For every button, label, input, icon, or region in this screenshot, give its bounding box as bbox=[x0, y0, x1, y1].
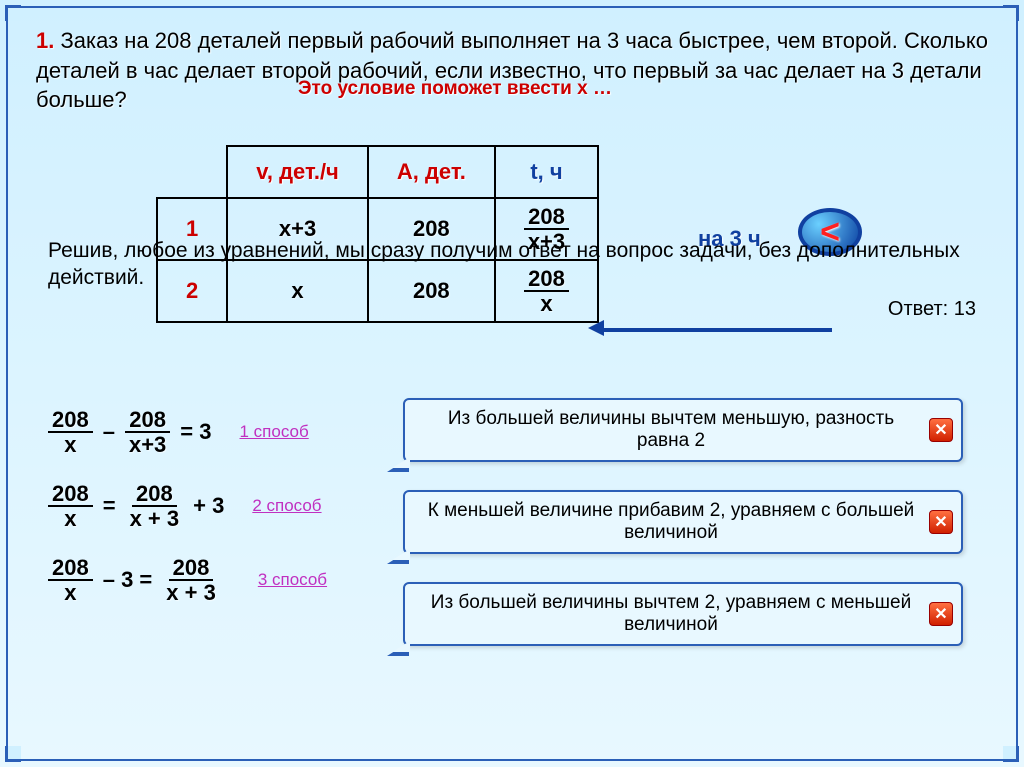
col-t: t, ч bbox=[495, 146, 598, 198]
answer-label: Ответ: 13 bbox=[888, 298, 976, 321]
close-icon[interactable]: ✕ bbox=[929, 602, 953, 626]
method-link[interactable]: 2 способ bbox=[252, 496, 321, 516]
method-link[interactable]: 3 способ bbox=[258, 570, 327, 590]
hint-text: Это условие поможет ввести х … bbox=[298, 78, 612, 100]
data-table: v, дет./ч A, дет. t, ч 1 х+3 208 208х+3 … bbox=[156, 145, 599, 323]
method-link[interactable]: 1 способ bbox=[240, 422, 309, 442]
callout-text: К меньшей величине прибавим 2, уравняем … bbox=[428, 500, 915, 543]
slide-frame: 1. Заказ на 208 деталей первый рабочий в… bbox=[6, 6, 1018, 761]
col-a: A, дет. bbox=[368, 146, 495, 198]
equation-row: 208х – 208х+3 = 3 1 способ bbox=[48, 408, 327, 456]
close-icon[interactable]: ✕ bbox=[929, 510, 953, 534]
arrow-head-icon bbox=[588, 320, 604, 336]
equations-block: 208х – 208х+3 = 3 1 способ 208х = 208х +… bbox=[48, 408, 327, 631]
corner-decoration bbox=[5, 746, 21, 762]
close-icon[interactable]: ✕ bbox=[929, 418, 953, 442]
footer-text: Решив, любое из уравнений, мы сразу полу… bbox=[48, 237, 976, 292]
corner-decoration bbox=[1003, 746, 1019, 762]
problem-number: 1. bbox=[36, 28, 54, 53]
callouts-block: Из большей величины вычтем меньшую, разн… bbox=[403, 398, 963, 674]
callout-text: Из большей величины вычтем меньшую, разн… bbox=[448, 408, 894, 451]
callout: К меньшей величине прибавим 2, уравняем … bbox=[403, 490, 963, 554]
col-v: v, дет./ч bbox=[227, 146, 368, 198]
callout: Из большей величины вычтем меньшую, разн… bbox=[403, 398, 963, 462]
equation-row: 208х – 3 = 208х + 3 3 способ bbox=[48, 556, 327, 604]
callout-text: Из большей величины вычтем 2, уравняем с… bbox=[431, 592, 911, 635]
problem-text: 1. Заказ на 208 деталей первый рабочий в… bbox=[36, 26, 988, 115]
callout: Из большей величины вычтем 2, уравняем с… bbox=[403, 582, 963, 646]
table-header-row: v, дет./ч A, дет. t, ч bbox=[157, 146, 598, 198]
equation-row: 208х = 208х + 3 + 3 2 способ bbox=[48, 482, 327, 530]
arrow-segment bbox=[604, 328, 832, 332]
